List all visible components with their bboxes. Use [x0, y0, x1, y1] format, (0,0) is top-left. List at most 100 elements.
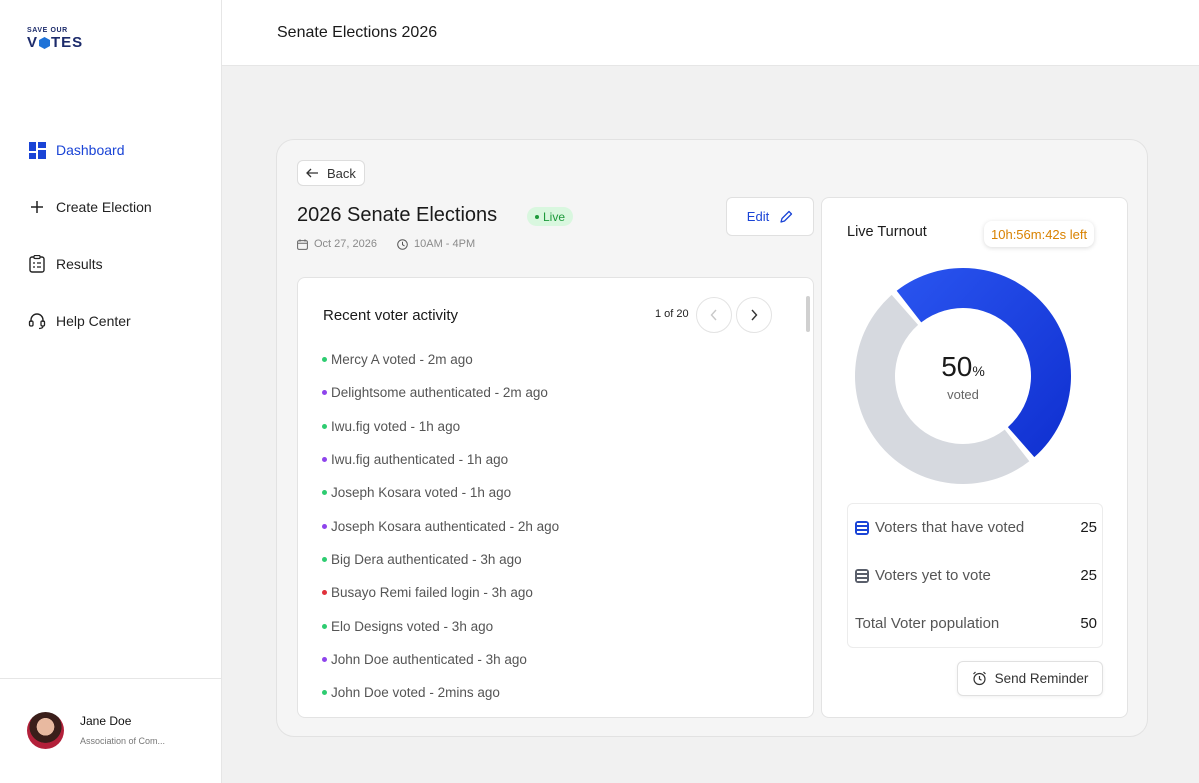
stat-label: Voters yet to vote [875, 567, 991, 584]
status-text: Live [543, 209, 566, 224]
next-page-button[interactable] [736, 297, 772, 333]
logo-line1: SAVE OUR [27, 27, 68, 34]
stat-label: Voters that have voted [875, 519, 1025, 536]
election-time: 10AM - 4PM [414, 238, 476, 250]
status-dot-icon [322, 590, 327, 596]
list-item: Joseph Kosara voted - 1h ago [322, 476, 559, 509]
status-dot-icon [322, 523, 327, 529]
list-item: John Doe authenticated - 3h ago [322, 643, 559, 676]
time-left-badge: 10h:56m:42s left [984, 221, 1095, 247]
list-icon [855, 568, 869, 583]
dashboard-icon [28, 141, 46, 159]
chevron-left-icon [710, 309, 717, 321]
sidebar-item-help-center[interactable]: Help Center [28, 310, 152, 332]
election-meta: Oct 27, 2026 10AM - 4PM [297, 238, 475, 250]
reminder-label: Send Reminder [994, 671, 1089, 686]
arrow-left-icon [306, 168, 318, 178]
user-org: Association of Com... [80, 736, 166, 746]
status-dot-icon [322, 556, 327, 562]
donut-voted-segment [896, 268, 1071, 458]
sidebar-item-create-election[interactable]: Create Election [28, 196, 152, 218]
sidebar: SAVE OUR V TES Dashboard Create Election… [0, 0, 222, 783]
clock-icon [397, 238, 408, 250]
ballot-box-icon [39, 37, 51, 49]
status-dot-icon [322, 390, 327, 396]
stat-label: Total Voter population [855, 615, 1000, 632]
list-item: John Doe voted - 2mins ago [322, 676, 559, 709]
activity-text: John Doe authenticated - 3h ago [331, 651, 527, 667]
list-item: Mercy A voted - 2m ago [322, 343, 559, 376]
turnout-title: Live Turnout [847, 224, 927, 240]
activity-text: Iwu.fig voted - 1h ago [331, 418, 461, 434]
percent-value: 50 [941, 351, 973, 382]
edit-button[interactable]: Edit [726, 197, 814, 236]
activity-text: John Doe voted - 2mins ago [331, 685, 500, 701]
activity-text: Elo Designs voted - 3h ago [331, 618, 494, 634]
list-item: Big Dera authenticated - 3h ago [322, 543, 559, 576]
status-dot-icon [322, 690, 327, 696]
app-logo[interactable]: SAVE OUR V TES [27, 27, 87, 51]
turnout-percent: 50% [850, 351, 1076, 383]
activity-list: Mercy A voted - 2m ago Delightsome authen… [322, 343, 559, 717]
list-icon [855, 520, 869, 535]
activity-scrollbar[interactable] [806, 296, 810, 332]
list-item: Elo Designs voted - 3h ago [322, 609, 559, 642]
alarm-clock-icon [972, 671, 986, 686]
list-item: Joseph Kosara authenticated - 2h ago [322, 509, 559, 542]
live-turnout-card: Live Turnout 10h:56m:42s left 50% voted … [821, 197, 1128, 718]
logo-letters: TES [51, 34, 84, 51]
percent-sign: % [972, 363, 985, 379]
activity-text: Iwu.fig authenticated - 1h ago [331, 452, 509, 468]
list-item: Delightsome authenticated - 2m ago [322, 376, 559, 409]
election-date: Oct 27, 2026 [314, 238, 377, 250]
stat-voted: Voters that have voted 25 [855, 519, 1097, 536]
activity-text: Mercy A voted - 2m ago [331, 352, 473, 368]
status-dot-icon [322, 623, 327, 629]
status-dot-icon [322, 357, 327, 363]
activity-text: Joseph Kosara voted - 1h ago [331, 485, 512, 501]
election-title: 2026 Senate Elections [297, 204, 498, 226]
sidebar-nav: Dashboard Create Election Results Help C… [28, 139, 152, 367]
voter-activity-card: Recent voter activity 1 of 20 Mercy A vo… [297, 277, 814, 718]
list-item: John Doe voted - 2mins ago [322, 709, 559, 717]
top-bar: Senate Elections 2026 [222, 0, 1199, 66]
activity-text: Joseph Kosara authenticated - 2h ago [331, 518, 560, 534]
previous-page-button[interactable] [696, 297, 732, 333]
clipboard-icon [28, 255, 46, 273]
page-title: Senate Elections 2026 [277, 24, 438, 41]
calendar-icon [297, 238, 308, 250]
back-label: Back [327, 165, 356, 181]
sidebar-item-label: Create Election [56, 199, 152, 215]
status-dot-icon [322, 457, 327, 463]
logo-letter: V [27, 34, 39, 51]
stat-value: 25 [1080, 519, 1097, 536]
status-dot-icon [322, 423, 327, 429]
stat-total-population: Total Voter population 50 [855, 615, 1097, 632]
sidebar-item-label: Results [56, 256, 103, 272]
status-badge: Live [527, 207, 574, 226]
sidebar-item-label: Help Center [56, 313, 131, 329]
avatar [27, 712, 64, 749]
turnout-percent-label: voted [947, 387, 979, 402]
chevron-right-icon [751, 309, 758, 321]
send-reminder-button[interactable]: Send Reminder [957, 661, 1103, 696]
election-panel: Back 2026 Senate Elections Live Oct 27, … [276, 139, 1148, 737]
donut-remaining-segment [854, 294, 1030, 485]
headset-icon [28, 312, 46, 330]
sidebar-item-label: Dashboard [56, 142, 125, 158]
back-button[interactable]: Back [297, 160, 365, 186]
turnout-donut: 50% voted [850, 263, 1076, 489]
list-item: Iwu.fig voted - 1h ago [322, 410, 559, 443]
pencil-icon [780, 210, 793, 223]
activity-text: Delightsome authenticated - 2m ago [331, 385, 548, 401]
stat-value: 25 [1080, 567, 1097, 584]
edit-label: Edit [746, 209, 770, 224]
user-profile[interactable]: Jane Doe Association of Com... [0, 678, 221, 783]
sidebar-item-results[interactable]: Results [28, 253, 152, 275]
list-item: Iwu.fig authenticated - 1h ago [322, 443, 559, 476]
status-dot-icon [322, 490, 327, 496]
activity-text: Busayo Remi failed login - 3h ago [331, 585, 533, 601]
sidebar-item-dashboard[interactable]: Dashboard [28, 139, 152, 161]
stat-yet-to-vote: Voters yet to vote 25 [855, 567, 1097, 584]
list-item: Busayo Remi failed login - 3h ago [322, 576, 559, 609]
